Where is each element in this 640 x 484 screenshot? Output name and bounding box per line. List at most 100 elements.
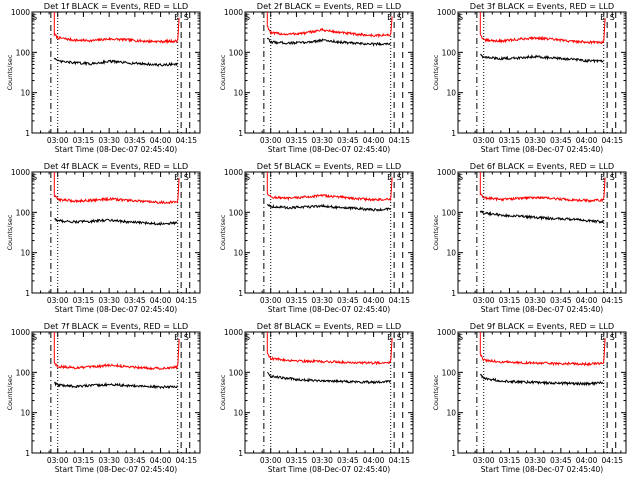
x-tick-label: 03:15: [499, 456, 521, 465]
y-axis-label: Counts/sec: [6, 374, 14, 410]
x-axis-label: Start Time (08-Dec-07 02:45:40): [268, 145, 390, 154]
x-tick-label: 03:15: [286, 136, 308, 145]
panel-9: Det 9f BLACK = Events, RED = LLD 1 10 100 10…: [432, 321, 627, 474]
y-tick-label: 10: [233, 249, 243, 258]
interval-marker-label: S: [245, 13, 250, 22]
interval-marker-label: S: [610, 173, 615, 182]
series-line: [266, 203, 391, 212]
y-axis-label: Counts/sec: [432, 54, 440, 90]
x-axis-label: Start Time (08-Dec-07 02:45:40): [55, 305, 177, 314]
x-tick-label: 03:00: [47, 136, 69, 145]
x-tick-label: 03:15: [499, 136, 521, 145]
interval-marker-label: S: [184, 173, 189, 182]
x-tick-label: 03:00: [47, 296, 69, 305]
series-line: [266, 332, 393, 366]
x-tick-label: 03:45: [124, 456, 146, 465]
x-tick-label: 04:00: [150, 136, 172, 145]
y-tick-label: 1000: [11, 328, 30, 337]
x-tick-label: 03:00: [473, 296, 495, 305]
x-tick-label: 04:15: [175, 136, 197, 145]
y-tick-label: 10: [20, 89, 30, 98]
y-tick-label: 100: [229, 208, 244, 217]
x-tick-label: 03:30: [524, 136, 546, 145]
interval-marker-label: S: [458, 173, 463, 182]
panel-5: Det 5f BLACK = Events, RED = LLD 1 10 100 10…: [219, 161, 414, 314]
axes-frame: [244, 171, 414, 294]
x-tick-label: 03:15: [73, 296, 95, 305]
y-tick-label: 10: [233, 409, 243, 418]
interval-marker-label: S: [32, 333, 37, 342]
y-axis-label: Counts/sec: [219, 54, 227, 90]
panel-4: Det 4f BLACK = Events, RED = LLD 1 10 100 10…: [6, 161, 201, 314]
x-tick-label: 03:30: [98, 296, 120, 305]
x-tick-label: 04:00: [363, 136, 385, 145]
x-tick-label: 04:15: [601, 456, 623, 465]
series-line: [480, 53, 604, 64]
x-tick-label: 03:00: [47, 456, 69, 465]
y-axis-label: Counts/sec: [219, 374, 227, 410]
axes-frame: [457, 11, 627, 134]
x-tick-label: 04:15: [388, 296, 410, 305]
x-tick-label: 03:30: [524, 456, 546, 465]
y-tick-label: 100: [16, 208, 31, 217]
x-tick-label: 03:45: [550, 136, 572, 145]
interval-marker-label: S: [458, 333, 463, 342]
series-line: [479, 210, 604, 224]
axes-frame: [457, 331, 627, 454]
interval-marker-label: S: [245, 173, 250, 182]
x-tick-label: 04:00: [150, 296, 172, 305]
y-axis-label: Counts/sec: [6, 214, 14, 250]
x-tick-label: 04:00: [576, 136, 598, 145]
series-line: [53, 332, 180, 371]
panel-2: Det 2f BLACK = Events, RED = LLD 1 10 100 10…: [219, 1, 414, 154]
panel-1: Det 1f BLACK = Events, RED = LLD 1 10 100 10…: [6, 1, 201, 154]
panel-title: Det 7f BLACK = Events, RED = LLD: [44, 321, 188, 331]
series-line: [479, 172, 606, 203]
y-tick-label: 10: [20, 409, 30, 418]
interval-marker-label: S: [397, 173, 402, 182]
y-tick-label: 1: [451, 129, 456, 138]
series-line: [266, 12, 393, 39]
series-line: [53, 172, 180, 205]
axes-frame: [31, 331, 201, 454]
panel-title: Det 4f BLACK = Events, RED = LLD: [44, 161, 188, 171]
x-tick-label: 04:00: [576, 296, 598, 305]
interval-marker-label: E: [174, 13, 179, 22]
y-tick-label: 1000: [11, 8, 30, 17]
interval-marker-label: S: [610, 333, 615, 342]
panel-title: Det 8f BLACK = Events, RED = LLD: [257, 321, 401, 331]
x-tick-label: 03:45: [550, 296, 572, 305]
x-tick-label: 03:15: [286, 456, 308, 465]
y-tick-label: 100: [16, 48, 31, 57]
x-axis-label: Start Time (08-Dec-07 02:45:40): [481, 465, 603, 474]
axes-frame: [31, 171, 201, 294]
y-tick-label: 1000: [224, 168, 243, 177]
y-tick-label: 100: [229, 48, 244, 57]
interval-marker-label: S: [184, 13, 189, 22]
panel-3: Det 3f BLACK = Events, RED = LLD 1 10 100 10…: [432, 1, 627, 154]
y-tick-label: 1: [25, 449, 30, 458]
panel-title: Det 1f BLACK = Events, RED = LLD: [44, 1, 188, 11]
interval-marker-label: E: [387, 333, 392, 342]
y-axis-label: Counts/sec: [432, 374, 440, 410]
x-tick-label: 03:30: [311, 136, 333, 145]
series-line: [54, 217, 178, 226]
x-tick-label: 04:00: [363, 296, 385, 305]
interval-marker-label: E: [387, 13, 392, 22]
y-tick-label: 100: [229, 368, 244, 377]
x-axis-label: Start Time (08-Dec-07 02:45:40): [268, 465, 390, 474]
x-axis-label: Start Time (08-Dec-07 02:45:40): [55, 465, 177, 474]
x-tick-label: 03:30: [98, 456, 120, 465]
y-tick-label: 100: [442, 368, 457, 377]
series-line: [53, 57, 178, 68]
y-tick-label: 1000: [224, 8, 243, 17]
y-axis-label: Counts/sec: [6, 54, 14, 90]
series-line: [479, 373, 604, 387]
x-tick-label: 03:00: [260, 136, 282, 145]
panel-6: Det 6f BLACK = Events, RED = LLD 1 10 100 10…: [432, 161, 627, 314]
x-axis-label: Start Time (08-Dec-07 02:45:40): [268, 305, 390, 314]
axes-frame: [244, 11, 414, 134]
x-tick-label: 03:15: [73, 456, 95, 465]
y-tick-label: 1000: [437, 168, 456, 177]
